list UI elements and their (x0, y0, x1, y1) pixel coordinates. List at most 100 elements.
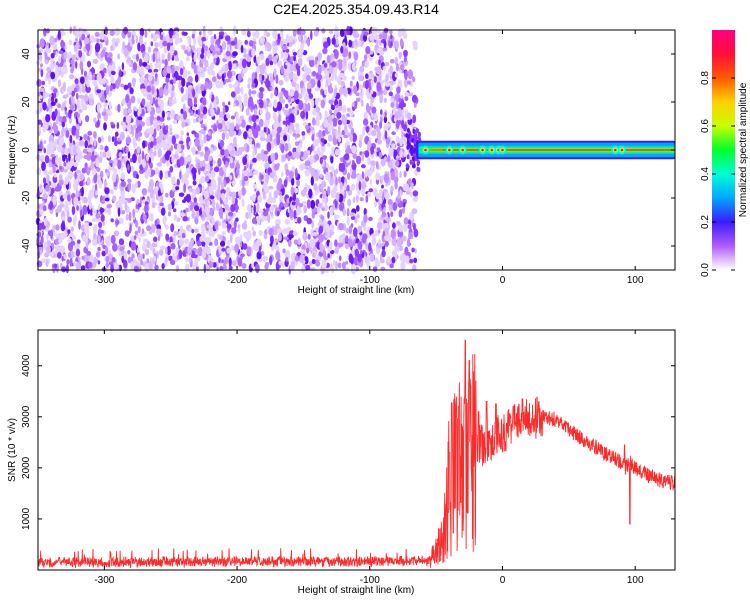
noise-speck (164, 246, 168, 255)
noise-speck (338, 99, 342, 108)
noise-speck (246, 230, 252, 241)
noise-speck (293, 239, 299, 245)
noise-speck (351, 75, 355, 80)
noise-speck (89, 254, 94, 260)
noise-speck (69, 74, 75, 80)
noise-speck (130, 166, 135, 173)
noise-speck (40, 63, 43, 68)
noise-speck (408, 232, 413, 240)
noise-speck (195, 159, 201, 163)
noise-speck (112, 195, 117, 202)
colorbar: 0.00.20.40.60.8 Normalized spectral ampl… (700, 30, 749, 277)
noise-speck (294, 90, 299, 101)
noise-speck (184, 238, 190, 245)
noise-speck (42, 193, 48, 200)
noise-speck (399, 38, 404, 48)
transition-speck (411, 148, 415, 154)
noise-speck (259, 90, 264, 100)
noise-speck (50, 101, 56, 106)
noise-speck (273, 99, 278, 109)
noise-speck (158, 249, 164, 256)
noise-speck (394, 56, 398, 66)
noise-speck (56, 252, 62, 259)
noise-speck (274, 152, 279, 161)
noise-speck (79, 173, 85, 182)
noise-speck (46, 221, 51, 228)
noise-speck (379, 93, 383, 104)
noise-speck (296, 133, 301, 138)
noise-speck (45, 71, 51, 79)
noise-speck (396, 63, 399, 72)
noise-speck (243, 175, 249, 182)
noise-speck (261, 74, 265, 81)
noise-speck (357, 84, 364, 90)
snr-frame (37, 329, 676, 571)
band-blob-peak (613, 148, 617, 152)
noise-speck (262, 211, 269, 217)
noise-speck (173, 214, 178, 221)
noise-speck (139, 34, 143, 45)
noise-speck (54, 98, 58, 103)
noise-speck (166, 245, 171, 256)
noise-speck (280, 97, 283, 104)
noise-speck (384, 62, 390, 67)
noise-speck (175, 247, 179, 257)
noise-speck (183, 183, 187, 193)
noise-speck (88, 200, 92, 206)
noise-speck (181, 77, 186, 88)
transition-speck (417, 159, 420, 165)
noise-speck (328, 99, 335, 105)
noise-speck (373, 76, 377, 83)
noise-speck (99, 230, 105, 234)
noise-speck (333, 89, 337, 98)
noise-speck (402, 223, 408, 233)
noise-speck (346, 216, 350, 226)
noise-speck (61, 154, 68, 159)
noise-speck (37, 231, 42, 238)
noise-speck (63, 168, 68, 173)
noise-speck (73, 176, 78, 186)
noise-speck (396, 246, 400, 253)
noise-speck (158, 182, 163, 188)
noise-speck (169, 45, 175, 55)
noise-speck (163, 47, 168, 54)
noise-speck (204, 80, 209, 91)
noise-speck (81, 194, 84, 203)
noise-speck (57, 246, 60, 251)
noise-speck (91, 66, 94, 76)
noise-speck (58, 178, 64, 186)
noise-speck (237, 224, 241, 229)
noise-speck (263, 255, 268, 262)
noise-speck (219, 139, 225, 148)
noise-speck (210, 62, 215, 69)
colorbar-gradient (712, 30, 735, 270)
noise-speck (67, 147, 71, 154)
noise-speck (151, 202, 156, 209)
noise-speck (347, 172, 351, 180)
noise-speck (280, 171, 284, 177)
noise-speck (71, 240, 76, 246)
noise-speck (151, 85, 155, 95)
noise-speck (342, 48, 349, 57)
noise-speck (96, 167, 101, 172)
noise-speck (414, 248, 417, 254)
noise-speck (296, 68, 301, 77)
noise-speck (356, 97, 361, 103)
noise-speck (221, 101, 226, 107)
noise-speck (116, 122, 120, 129)
noise-speck (188, 187, 194, 193)
noise-speck (320, 137, 325, 143)
noise-speck (411, 247, 415, 253)
noise-speck (327, 122, 332, 132)
noise-speck (212, 262, 217, 268)
noise-speck (349, 110, 354, 117)
noise-speck (302, 87, 305, 96)
noise-speck (142, 91, 148, 97)
noise-speck (375, 161, 379, 170)
noise-speck (349, 166, 353, 176)
noise-speck (112, 243, 118, 252)
noise-speck (266, 198, 272, 205)
noise-speck (73, 196, 79, 206)
noise-speck (379, 120, 383, 129)
